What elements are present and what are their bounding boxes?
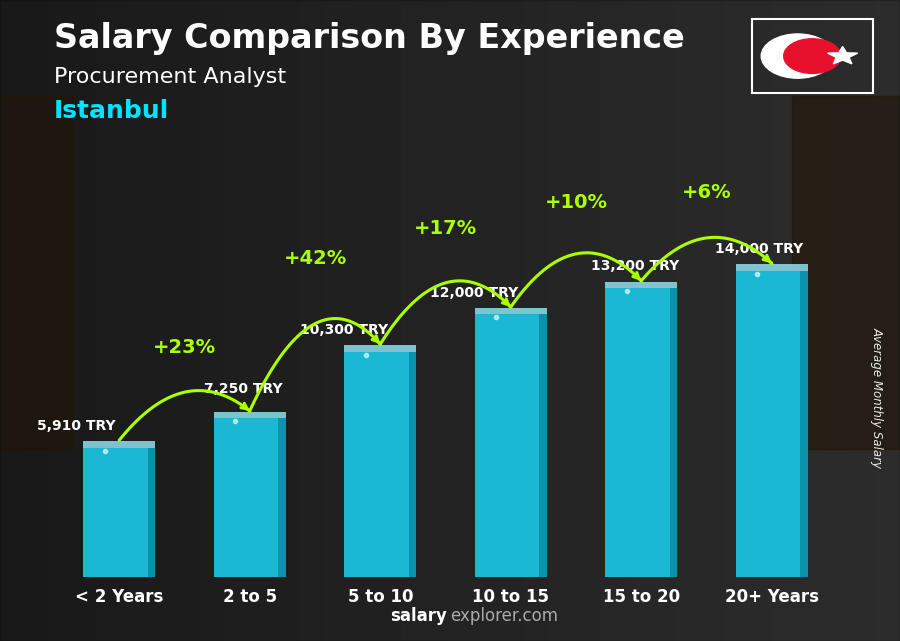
Bar (345, 352, 416, 577)
Polygon shape (828, 47, 858, 64)
Bar (214, 419, 285, 577)
Bar (606, 281, 677, 288)
Text: 13,200 TRY: 13,200 TRY (590, 260, 679, 273)
Text: 14,000 TRY: 14,000 TRY (715, 242, 803, 256)
Text: Average Monthly Salary: Average Monthly Salary (871, 327, 884, 468)
Bar (84, 441, 155, 447)
Text: Salary Comparison By Experience: Salary Comparison By Experience (54, 22, 685, 55)
Bar (736, 264, 807, 271)
Bar (84, 447, 155, 577)
Text: 7,250 TRY: 7,250 TRY (204, 382, 283, 396)
Bar (409, 352, 416, 577)
Text: Procurement Analyst: Procurement Analyst (54, 67, 286, 87)
Bar (0, 96, 72, 449)
Circle shape (761, 34, 834, 78)
Bar (148, 447, 155, 577)
Text: +23%: +23% (153, 338, 216, 357)
Text: 12,000 TRY: 12,000 TRY (430, 286, 518, 299)
Text: +17%: +17% (414, 219, 477, 238)
Bar (475, 315, 546, 577)
Text: +10%: +10% (544, 193, 608, 212)
Text: +42%: +42% (284, 249, 346, 268)
Bar (606, 288, 677, 577)
Text: Istanbul: Istanbul (54, 99, 169, 123)
Bar (214, 412, 285, 419)
Text: 5,910 TRY: 5,910 TRY (37, 419, 115, 433)
Text: +6%: +6% (681, 183, 732, 202)
Text: 10,300 TRY: 10,300 TRY (300, 323, 388, 337)
Bar (345, 345, 416, 352)
Bar (736, 271, 807, 577)
Bar (278, 419, 285, 577)
Text: salary: salary (391, 607, 447, 625)
Text: explorer.com: explorer.com (450, 607, 558, 625)
Circle shape (784, 38, 841, 74)
Bar (792, 96, 900, 449)
Bar (800, 271, 807, 577)
Bar (670, 288, 677, 577)
Bar (539, 315, 546, 577)
Bar (475, 308, 546, 315)
